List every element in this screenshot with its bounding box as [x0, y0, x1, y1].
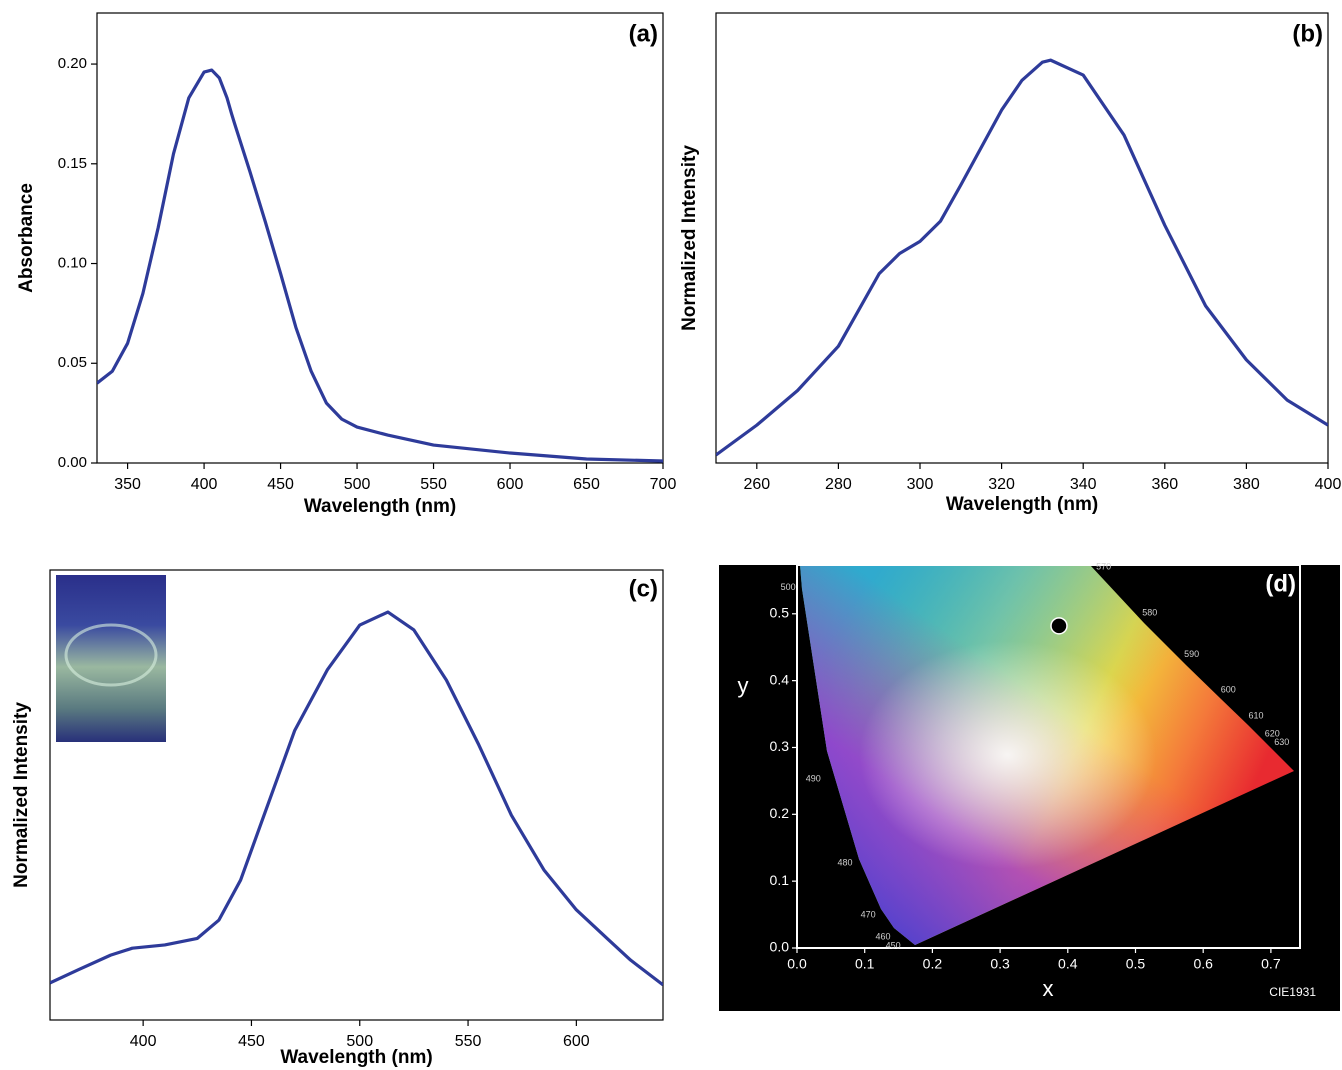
x-axis-title: Wavelength (nm)	[946, 494, 1098, 515]
wavelength-label: 590	[1184, 649, 1199, 659]
y-axis-title: Normalized Intensity	[11, 702, 32, 888]
wavelength-label: 460	[875, 932, 890, 942]
y-axis-title: Normalized Intensity	[679, 145, 700, 331]
y-tick-label: 0.05	[58, 354, 87, 371]
x-tick-label: 300	[907, 476, 934, 493]
y-tick-label: 0.4	[770, 671, 790, 687]
x-tick-label: 0.2	[923, 956, 943, 972]
y-tick-label: 0.1	[770, 872, 790, 888]
x-axis-title: Wavelength (nm)	[280, 1047, 432, 1068]
cie-gamut	[800, 565, 1294, 945]
x-tick-label: 0.5	[1126, 956, 1146, 972]
wavelength-label: 490	[806, 773, 821, 783]
x-tick-label: 400	[1315, 476, 1342, 493]
x-tick-label: 360	[1151, 476, 1178, 493]
inset-photo	[56, 575, 166, 742]
plot-frame	[796, 564, 1301, 949]
wavelength-label: 500	[781, 582, 796, 592]
y-tick-label: 0.2	[770, 805, 790, 821]
wavelength-label: 470	[861, 910, 876, 920]
x-tick-label: 550	[420, 476, 447, 493]
y-tick-label: 0.5	[770, 604, 790, 620]
x-tick-label: 700	[650, 476, 677, 493]
x-tick-label: 0.6	[1193, 956, 1213, 972]
wavelength-label: 620	[1265, 728, 1280, 738]
x-tick-label: 380	[1233, 476, 1260, 493]
panel-label: (d)	[1265, 570, 1296, 597]
x-tick-label: 550	[455, 1033, 482, 1050]
data-line	[97, 68, 663, 463]
x-tick-label: 500	[346, 1033, 373, 1050]
plot-frame	[715, 12, 1329, 464]
y-axis-title: Absorbance	[16, 183, 37, 293]
x-tick-label: 280	[825, 476, 852, 493]
y-axis-title: y	[738, 673, 749, 698]
inset-photo-detail	[64, 623, 158, 687]
x-tick-label: 500	[344, 476, 371, 493]
wavelength-label: 580	[1142, 608, 1157, 618]
x-tick-label: 350	[114, 476, 141, 493]
wavelength-label: 600	[1221, 684, 1236, 694]
x-tick-label: 450	[238, 1033, 265, 1050]
x-tick-label: 600	[497, 476, 524, 493]
y-tick-label: 0.00	[58, 454, 87, 471]
panel-label: (c)	[629, 575, 658, 602]
x-axis-title: x	[1043, 976, 1054, 1001]
x-axis-title: Wavelength (nm)	[304, 496, 456, 517]
caption: CIE1931	[1269, 985, 1316, 999]
plot-frame	[49, 569, 664, 1021]
chromaticity-point	[1050, 617, 1068, 635]
x-tick-label: 400	[191, 476, 218, 493]
wavelength-label: 480	[838, 857, 853, 867]
wavelength-label: 630	[1274, 737, 1289, 747]
x-tick-label: 0.3	[990, 956, 1010, 972]
data-line	[716, 58, 1328, 457]
y-tick-label: 0.3	[770, 738, 790, 754]
wavelength-label: 610	[1248, 710, 1263, 720]
y-tick-label: 0.0	[770, 939, 790, 955]
y-tick-label: 0.20	[58, 55, 87, 72]
x-tick-label: 450	[267, 476, 294, 493]
x-tick-label: 0.7	[1261, 956, 1281, 972]
x-tick-label: 650	[573, 476, 600, 493]
wavelength-label: 570	[1096, 561, 1111, 571]
x-tick-label: 0.4	[1058, 956, 1078, 972]
x-tick-label: 0.1	[855, 956, 875, 972]
panel-label: (b)	[1292, 20, 1323, 47]
y-tick-label: 0.15	[58, 155, 87, 172]
x-tick-label: 600	[563, 1033, 590, 1050]
wavelength-label: 450	[886, 940, 901, 950]
data-line	[50, 610, 663, 987]
x-tick-label: 400	[130, 1033, 157, 1050]
x-tick-label: 0.0	[787, 956, 807, 972]
panel-label: (a)	[629, 20, 658, 47]
plot-frame	[96, 12, 664, 464]
y-tick-label: 0.10	[58, 255, 87, 272]
x-tick-label: 260	[743, 476, 770, 493]
x-tick-label: 320	[988, 476, 1015, 493]
x-tick-label: 340	[1070, 476, 1097, 493]
